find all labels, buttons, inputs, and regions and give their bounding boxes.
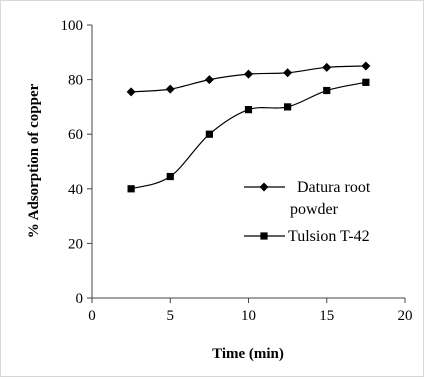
legend: Datura root powder Tulsion T-42: [244, 179, 371, 245]
series-group: [126, 61, 371, 193]
x-axis-title: Time (min): [212, 346, 284, 362]
legend-label-line-2: powder: [290, 201, 339, 218]
y-tick-label: 80: [68, 73, 83, 89]
y-tick-label: 60: [68, 127, 83, 143]
y-tick-label: 20: [68, 236, 83, 252]
y-tick-label: 40: [68, 182, 83, 198]
square-marker: [244, 106, 253, 114]
legend-item-1: Datura root powder: [244, 179, 371, 218]
diamond-marker: [244, 69, 253, 79]
square-marker: [323, 86, 331, 95]
square-marker: [205, 130, 213, 138]
diamond-marker: [204, 75, 214, 85]
square-marker: [362, 78, 370, 86]
x-tick-label: 10: [241, 308, 256, 324]
legend-diamond-marker: [259, 182, 269, 192]
series-line: [130, 81, 366, 190]
diamond-marker: [126, 87, 136, 97]
square-marker: [284, 103, 292, 111]
axes: 0 20 40 60 80 100 0 5 10 15 20: [61, 18, 413, 324]
y-axis-title: % Adsorption of copper: [26, 83, 42, 238]
diamond-marker: [361, 61, 371, 71]
diamond-marker: [165, 84, 175, 94]
x-tick-label: 0: [88, 308, 96, 324]
y-tick-label: 100: [61, 18, 84, 34]
diamond-marker: [283, 68, 293, 78]
legend-square-marker: [260, 232, 268, 240]
y-tick-label: 0: [76, 291, 84, 307]
diamond-marker: [322, 62, 332, 72]
square-marker: [166, 172, 174, 181]
legend-label: Tulsion T-42: [288, 228, 370, 245]
legend-item-2: Tulsion T-42: [244, 228, 370, 245]
series-2: [127, 78, 370, 193]
legend-label-line-1: Datura root: [297, 179, 371, 196]
x-tick-label: 5: [167, 308, 175, 324]
x-tick-label: 15: [319, 308, 334, 324]
series-1: [126, 61, 371, 97]
x-tick-label: 20: [398, 308, 413, 324]
square-marker: [127, 185, 135, 193]
